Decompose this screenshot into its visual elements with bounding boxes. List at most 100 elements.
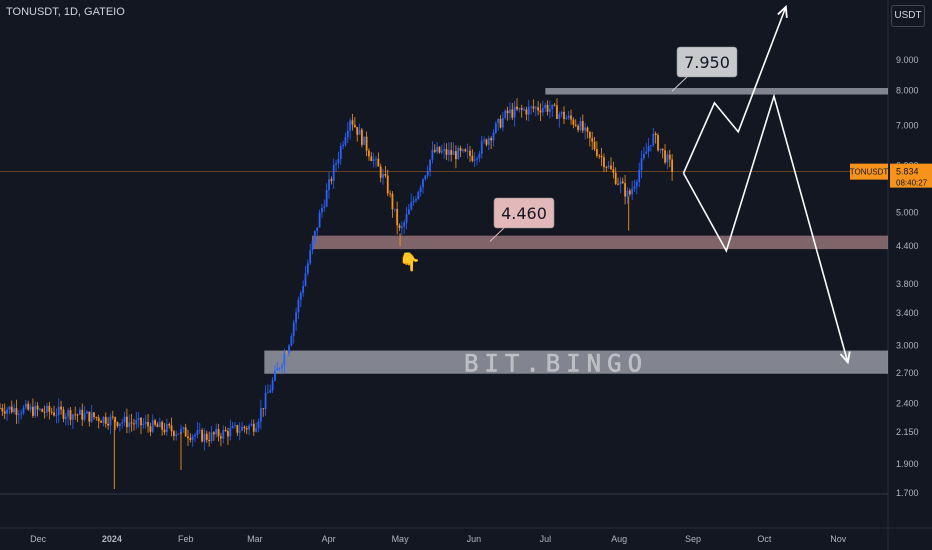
candle-body xyxy=(344,137,347,145)
candle-body xyxy=(560,111,563,115)
candle-body xyxy=(323,206,326,208)
candle-body xyxy=(243,426,246,429)
candle-body xyxy=(497,118,500,124)
projection-path-1[interactable] xyxy=(682,6,787,174)
candle-body xyxy=(377,158,380,167)
candle-body xyxy=(553,104,556,106)
candle-body xyxy=(332,164,335,181)
candle-body xyxy=(262,408,265,410)
candle-body xyxy=(0,407,1,409)
candle-body xyxy=(600,155,603,158)
candle-body xyxy=(584,127,587,131)
candle-body xyxy=(520,107,523,110)
candle-body xyxy=(408,209,410,215)
candle-body xyxy=(523,109,525,111)
candle-body xyxy=(603,157,605,168)
candle-body xyxy=(107,423,109,426)
candle-body xyxy=(351,120,354,125)
candle-body xyxy=(480,140,483,154)
candle-body xyxy=(417,192,420,200)
upper-resistance-zone[interactable] xyxy=(545,87,888,95)
candle-body xyxy=(189,438,192,440)
candle-body xyxy=(304,273,307,286)
candle-body xyxy=(353,124,356,128)
candle-body xyxy=(182,427,185,429)
level-callout-7950-box[interactable] xyxy=(676,46,738,78)
candle-body xyxy=(375,158,377,160)
candle-body xyxy=(452,151,455,155)
candle-body xyxy=(32,406,34,416)
candle-body xyxy=(20,413,23,415)
candle-body xyxy=(419,187,422,193)
candle-body xyxy=(549,109,551,112)
candle-body xyxy=(76,414,79,416)
candle-body xyxy=(541,108,544,113)
candle-body xyxy=(657,135,659,151)
candle-body xyxy=(572,119,575,125)
candle-body xyxy=(527,106,530,115)
currency-button[interactable]: USDT xyxy=(891,5,925,27)
candle-body xyxy=(490,138,493,141)
candle-body xyxy=(325,190,328,207)
candle-body xyxy=(248,425,250,430)
candle-body xyxy=(436,146,438,152)
candle-body xyxy=(156,424,159,428)
candle-body xyxy=(440,150,443,153)
candle-body xyxy=(175,434,178,436)
lower-support-zone[interactable] xyxy=(264,350,888,374)
x-tick-label: 2024 xyxy=(102,534,122,544)
candle-body xyxy=(46,405,48,413)
candle-body xyxy=(81,409,84,420)
candle-body xyxy=(168,424,171,426)
candle-body xyxy=(203,433,206,442)
price-axis[interactable] xyxy=(888,0,932,550)
x-tick-label: Mar xyxy=(247,534,263,544)
candle-body xyxy=(668,154,671,160)
candle-body xyxy=(398,225,401,229)
candle-body xyxy=(579,121,582,131)
candle-body xyxy=(39,409,41,410)
candle-body xyxy=(88,411,91,422)
candle-body xyxy=(640,158,643,171)
candle-body xyxy=(483,139,485,141)
candle-body xyxy=(90,412,93,422)
price-tag-value: 5.834 xyxy=(896,167,919,177)
candle-body xyxy=(151,420,154,432)
x-tick-label: Jul xyxy=(540,534,552,544)
candle-body xyxy=(198,430,201,431)
candle-body xyxy=(628,190,631,195)
candle-body xyxy=(97,417,100,422)
candle-body xyxy=(462,149,464,151)
candle-body xyxy=(36,405,39,410)
candle-body xyxy=(638,170,641,182)
y-tick-label: 2.700 xyxy=(896,368,919,378)
candle-body xyxy=(259,408,262,422)
candle-body xyxy=(53,412,55,416)
candle-body xyxy=(234,425,236,427)
candle-body xyxy=(318,212,321,228)
candle-body xyxy=(29,406,32,410)
candle-body xyxy=(330,179,333,181)
candle-body xyxy=(191,436,194,440)
candle-body xyxy=(356,127,359,135)
candle-body xyxy=(504,110,507,118)
level-callout-4460-box[interactable] xyxy=(493,197,555,229)
candle-body xyxy=(391,193,394,210)
candle-body xyxy=(588,131,591,139)
candle-body xyxy=(518,107,521,110)
candle-body xyxy=(50,411,53,413)
candle-body xyxy=(231,426,234,429)
candle-body xyxy=(384,173,387,176)
candle-body xyxy=(205,433,208,440)
candle-body xyxy=(238,430,241,433)
candle-body xyxy=(57,406,60,416)
projection-path-2[interactable] xyxy=(682,93,849,363)
candle-body xyxy=(140,417,142,426)
candle-body xyxy=(415,199,417,201)
mid-support-zone[interactable] xyxy=(311,235,888,250)
candle-body xyxy=(593,141,596,150)
candle-body xyxy=(525,109,528,115)
symbol-header[interactable]: TONUSDT, 1D, GATEIO xyxy=(6,6,125,18)
candle-body xyxy=(499,118,502,128)
